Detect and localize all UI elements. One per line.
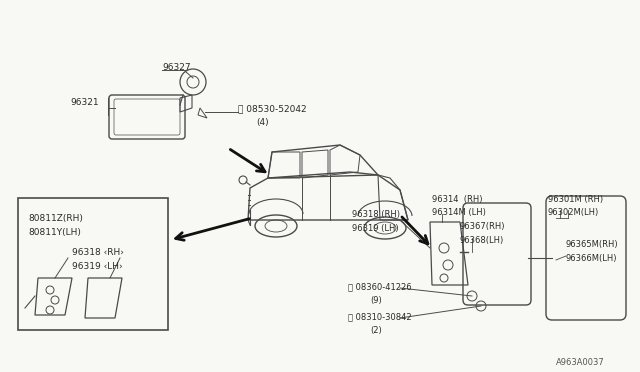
Text: (2): (2) [370,326,381,335]
Text: A963A0037: A963A0037 [556,358,605,367]
Text: 96318 (RH): 96318 (RH) [352,210,400,219]
Text: Ⓢ 08310-30842: Ⓢ 08310-30842 [348,312,412,321]
Text: 96301M (RH): 96301M (RH) [548,195,603,204]
Text: 96319 (LH): 96319 (LH) [352,224,399,233]
Text: 96314M (LH): 96314M (LH) [432,208,486,217]
Text: 96318 ‹RH›: 96318 ‹RH› [72,248,124,257]
Text: Ⓢ 08530-52042: Ⓢ 08530-52042 [238,104,307,113]
Text: 96365M(RH): 96365M(RH) [565,240,618,249]
Text: Ⓢ 08360-41226: Ⓢ 08360-41226 [348,282,412,291]
Text: (9): (9) [370,296,381,305]
Text: 96302M(LH): 96302M(LH) [548,208,599,217]
Text: 96327: 96327 [162,63,191,72]
Text: 80811Z(RH): 80811Z(RH) [28,214,83,223]
Bar [18,198,168,330]
Text: 96314  (RH): 96314 (RH) [432,195,483,204]
Text: 96368(LH): 96368(LH) [460,236,504,245]
Text: 96367(RH): 96367(RH) [460,222,506,231]
Text: 96321: 96321 [70,98,99,107]
Text: 80811Y(LH): 80811Y(LH) [28,228,81,237]
Text: 96319 ‹LH›: 96319 ‹LH› [72,262,123,271]
Text: 96366M(LH): 96366M(LH) [565,254,616,263]
Text: (4): (4) [256,118,269,127]
